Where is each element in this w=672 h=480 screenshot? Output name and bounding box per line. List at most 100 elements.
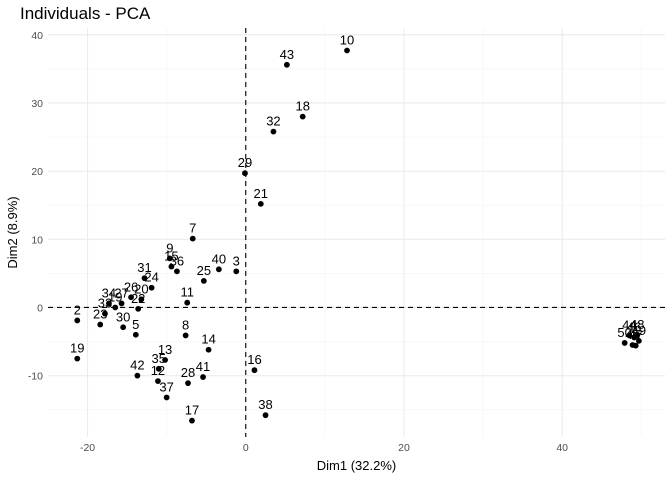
y-axis-title: Dim2 (8.9%) [5, 196, 20, 268]
data-point-label: 38 [258, 397, 272, 412]
data-point-label: 31 [137, 260, 151, 275]
data-point-label: 14 [201, 332, 215, 347]
data-point [626, 332, 633, 339]
data-point-label: 19 [70, 341, 84, 356]
data-point-label: 9 [166, 240, 173, 255]
data-point [215, 266, 222, 273]
data-point [106, 300, 112, 307]
data-point-label: 35 [152, 351, 166, 366]
x-axis-title: Dim1 (32.2%) [317, 458, 396, 473]
data-point [299, 113, 306, 120]
tick-labels: -20 0 20 40 -10 0 10 20 30 40 [28, 30, 568, 454]
data-point-label: 30 [116, 309, 130, 324]
data-point [262, 412, 269, 419]
data-point-label: 23 [93, 307, 107, 322]
data-point-label: 46 [627, 319, 641, 334]
reference-lines [48, 28, 665, 437]
data-point [189, 235, 196, 242]
data-point [251, 367, 258, 374]
data-point-label: 33 [98, 296, 112, 311]
data-point [163, 394, 170, 401]
data-point-label: 7 [189, 221, 196, 236]
data-point [283, 61, 290, 68]
data-point-label: 3 [233, 253, 240, 268]
x-tick-label: 0 [243, 442, 249, 454]
x-tick-label: 40 [556, 442, 568, 454]
data-point-label: 16 [247, 352, 261, 367]
data-point-label: 32 [266, 114, 280, 129]
data-point [120, 324, 127, 331]
data-point-label: 34 [102, 285, 116, 300]
data-point-label: 40 [212, 251, 226, 266]
data-point-label: 24 [144, 270, 158, 285]
data-point [205, 346, 212, 353]
data-point [182, 332, 189, 339]
data-point-label: 48 [630, 317, 644, 332]
data-point [155, 378, 161, 385]
data-point [166, 255, 173, 262]
data-point [184, 299, 191, 306]
y-tick-label: 0 [37, 302, 43, 314]
data-point [128, 294, 134, 301]
data-point [632, 342, 639, 349]
data-point-label: 28 [181, 365, 195, 380]
y-tick-label: 30 [31, 98, 43, 110]
x-tick-label: -20 [80, 442, 95, 454]
data-point-label: 21 [254, 186, 268, 201]
data-point [138, 296, 145, 303]
data-point [270, 128, 277, 135]
data-point-label: 27 [114, 285, 128, 300]
data-point [257, 200, 264, 207]
data-point [134, 372, 141, 379]
data-point [185, 380, 191, 387]
data-point [97, 321, 104, 328]
data-point-label: 29 [238, 155, 252, 170]
data-point [634, 331, 641, 338]
data-point-label: 22 [131, 291, 145, 306]
data-point-label: 20 [134, 281, 148, 296]
x-tick-label: 20 [398, 442, 410, 454]
data-point-label: 13 [158, 342, 172, 357]
grid [48, 28, 665, 437]
data-point [344, 47, 350, 54]
data-point-label: 49 [632, 323, 646, 338]
data-point-label: 44 [622, 317, 636, 332]
y-tick-label: -10 [28, 371, 43, 383]
y-tick-label: 10 [31, 234, 43, 246]
data-point-label: 19 [108, 289, 122, 304]
data-point-label: 18 [295, 99, 309, 114]
y-tick-label: 20 [31, 166, 43, 178]
data-point [200, 374, 206, 380]
data-point [174, 268, 180, 275]
data-point-label: 11 [180, 285, 194, 300]
data-point [162, 357, 168, 363]
data-point-label: 17 [185, 403, 199, 418]
data-point [242, 170, 248, 177]
data-point [189, 417, 195, 424]
data-point-label: 41 [196, 359, 210, 374]
data-point [118, 300, 125, 307]
data-point-label: 25 [197, 263, 211, 278]
data-point-label: 2 [74, 302, 81, 317]
data-point [102, 310, 108, 317]
data-point [168, 263, 175, 270]
data-point [155, 365, 162, 372]
data-point-label: 42 [130, 358, 144, 373]
data-point [141, 275, 148, 282]
data-point-label: 37 [159, 379, 173, 394]
data-point-label: 43 [280, 47, 294, 62]
y-tick-label: 40 [31, 30, 43, 42]
data-point [233, 268, 240, 275]
data-point [132, 331, 139, 338]
data-point [74, 317, 81, 324]
data-point [74, 355, 81, 362]
data-point-label: 15 [164, 249, 178, 264]
data-point-label: 12 [151, 363, 165, 378]
data-point-label: 36 [170, 253, 184, 268]
chart-title: Individuals - PCA [20, 4, 151, 23]
data-point [135, 305, 142, 312]
data-point [621, 340, 628, 346]
data-point-label: 10 [340, 32, 354, 47]
